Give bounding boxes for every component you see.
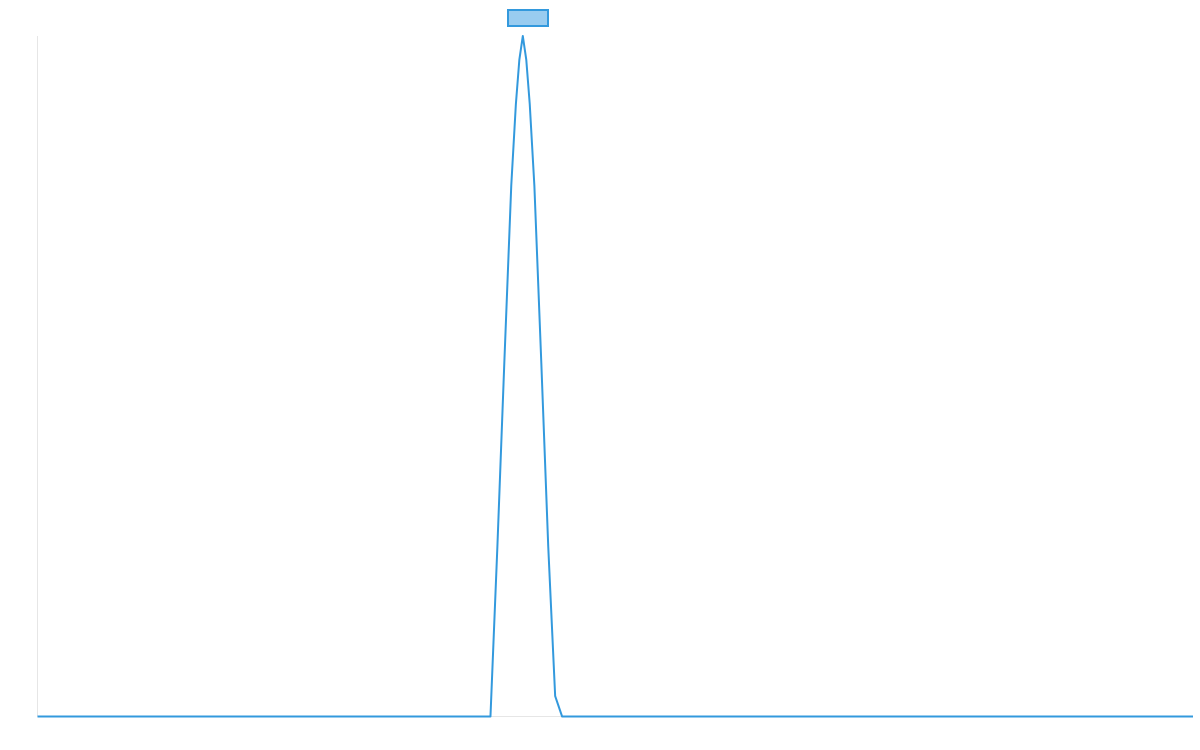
series-line-0 — [37, 35, 1193, 718]
legend — [507, 9, 549, 27]
series-layer — [37, 35, 1193, 718]
legend-swatch-0[interactable] — [507, 9, 549, 27]
axes — [37, 36, 1193, 717]
